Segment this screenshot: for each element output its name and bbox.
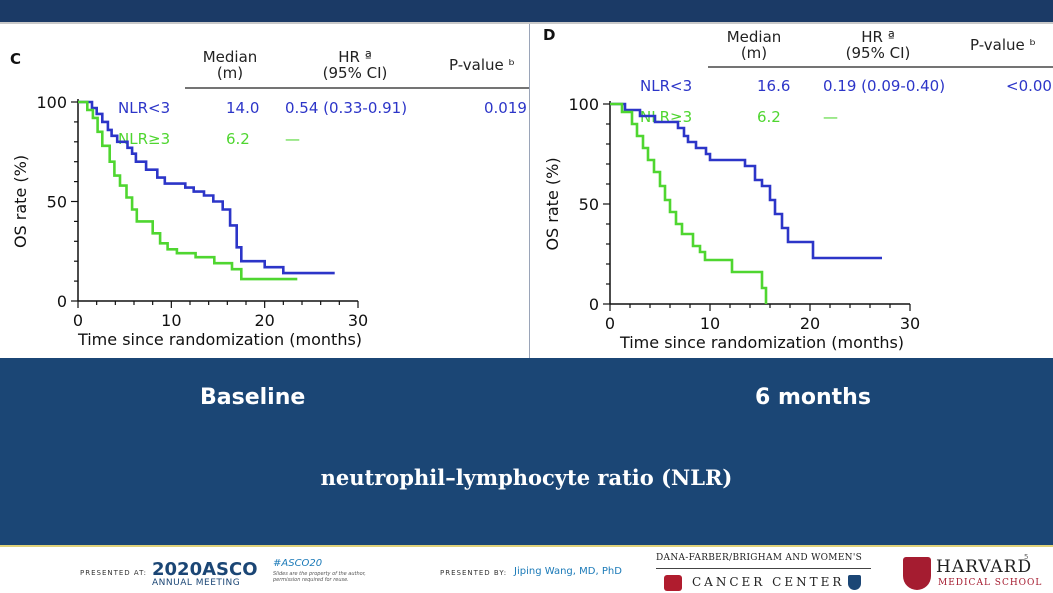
table-cell-pvalue: <0.001 [1006, 77, 1053, 95]
table-header-hr: (95% CI) [846, 44, 911, 62]
y-tick-label: 100 [568, 95, 599, 114]
caption-banner [0, 358, 1053, 545]
x-tick-label: 30 [900, 314, 920, 333]
table-header-hr: (95% CI) [323, 64, 388, 82]
medical-school-wordmark: MEDICAL SCHOOL [938, 578, 1043, 588]
km-plot-d: D Median(m) HR ª(95% CI) P-value ᵇ NLR<3 16.6… [543, 26, 1053, 352]
table-header-hr: HR ª [338, 48, 372, 66]
dfci-rule [656, 568, 871, 569]
y-tick-label: 50 [47, 193, 67, 212]
asco-meeting-label: ANNUAL MEETING [152, 578, 241, 588]
brigham-shield-icon [848, 575, 861, 590]
y-tick-label: 50 [579, 195, 599, 214]
table-header-median: Median [203, 48, 258, 66]
y-tick-label: 100 [36, 93, 67, 112]
x-tick-label: 0 [605, 314, 615, 333]
table-cell-group: NLR<3 [118, 99, 170, 117]
panel-label: C [10, 50, 21, 68]
x-tick-label: 10 [161, 311, 181, 330]
presented-by-label: PRESENTED BY: [440, 569, 508, 577]
caption-six-months: 6 months [755, 385, 871, 410]
top-banner [0, 0, 1053, 22]
table-cell-hr: — [823, 108, 838, 126]
disclaimer: Slides are the property of the author, p… [273, 571, 366, 583]
disclaimer-line-2: permission required for reuse. [273, 577, 349, 583]
disclaimer-line-1: Slides are the property of the author, [273, 571, 366, 577]
y-axis-label: OS rate (%) [11, 155, 30, 248]
panel-divider [529, 24, 530, 358]
harvard-wordmark: HARVARD [936, 557, 1033, 577]
table-header-hr: HR ª [861, 28, 895, 46]
x-tick-label: 10 [700, 314, 720, 333]
x-tick-label: 20 [800, 314, 820, 333]
y-tick-label: 0 [589, 295, 599, 314]
km-line-nlr-high [610, 102, 768, 304]
table-cell-pvalue: 0.019 [484, 99, 527, 117]
table-header-pvalue: P-value ᵇ [449, 56, 515, 74]
table-cell-hr: 0.19 (0.09-0.40) [823, 77, 945, 95]
x-tick-label: 20 [254, 311, 274, 330]
panel-label: D [543, 26, 555, 44]
top-banner-rule [0, 22, 1053, 24]
table-cell-median: 6.2 [757, 108, 781, 126]
hashtag: #ASCO20 [273, 558, 323, 569]
y-tick-label: 0 [57, 292, 67, 311]
table-cell-hr: — [285, 130, 300, 148]
table-header-pvalue: P-value ᵇ [970, 36, 1036, 54]
km-line-nlr-low [78, 100, 335, 275]
asco-logo: 2020ASCO [152, 559, 258, 580]
dfci-logo-icon [664, 575, 682, 591]
footer: PRESENTED AT: 2020ASCO ANNUAL MEETING #A… [0, 545, 1053, 593]
presenter-name: Jiping Wang, MD, PhD [514, 566, 622, 577]
caption-subtitle: neutrophil–lymphocyte ratio (NLR) [320, 465, 733, 490]
y-axis-label: OS rate (%) [543, 157, 562, 250]
page-number: 5 [1024, 553, 1029, 561]
table-header-median: (m) [217, 64, 243, 82]
km-line-nlr-high [78, 100, 298, 281]
km-line-nlr-low [610, 102, 882, 260]
dfci-name: DANA-FARBER/BRIGHAM AND WOMEN'S [656, 553, 863, 563]
panel-c: C Median (m) HR ª (95% CI) P-value ᵇ NLR<3 14.0… [0, 24, 529, 358]
caption-baseline: Baseline [200, 385, 306, 410]
km-plot-c: C Median(m) HR ª(95% CI) P-value ᵇ NLR<3 14.0… [10, 48, 529, 349]
panel-d: D Median (m) HR ª (95% CI) P-value ᵇ NLR<3 16.6… [530, 24, 1053, 358]
table-header-median: (m) [741, 44, 767, 62]
table-cell-median: 6.2 [226, 130, 250, 148]
table-cell-hr: 0.54 (0.33-0.91) [285, 99, 407, 117]
x-axis-label: Time since randomization (months) [77, 330, 362, 349]
x-tick-label: 0 [73, 311, 83, 330]
table-cell-group: NLR<3 [640, 77, 692, 95]
dfci-cancer-center: CANCER CENTER [692, 575, 845, 589]
x-tick-label: 30 [348, 311, 368, 330]
table-header-median: Median [727, 28, 782, 46]
harvard-shield-icon [903, 557, 931, 590]
table-cell-median: 16.6 [757, 77, 790, 95]
presented-at-label: PRESENTED AT: [80, 569, 148, 577]
table-cell-median: 14.0 [226, 99, 259, 117]
table-cell-group: NLR≥3 [118, 130, 170, 148]
x-axis-label: Time since randomization (months) [619, 333, 904, 352]
